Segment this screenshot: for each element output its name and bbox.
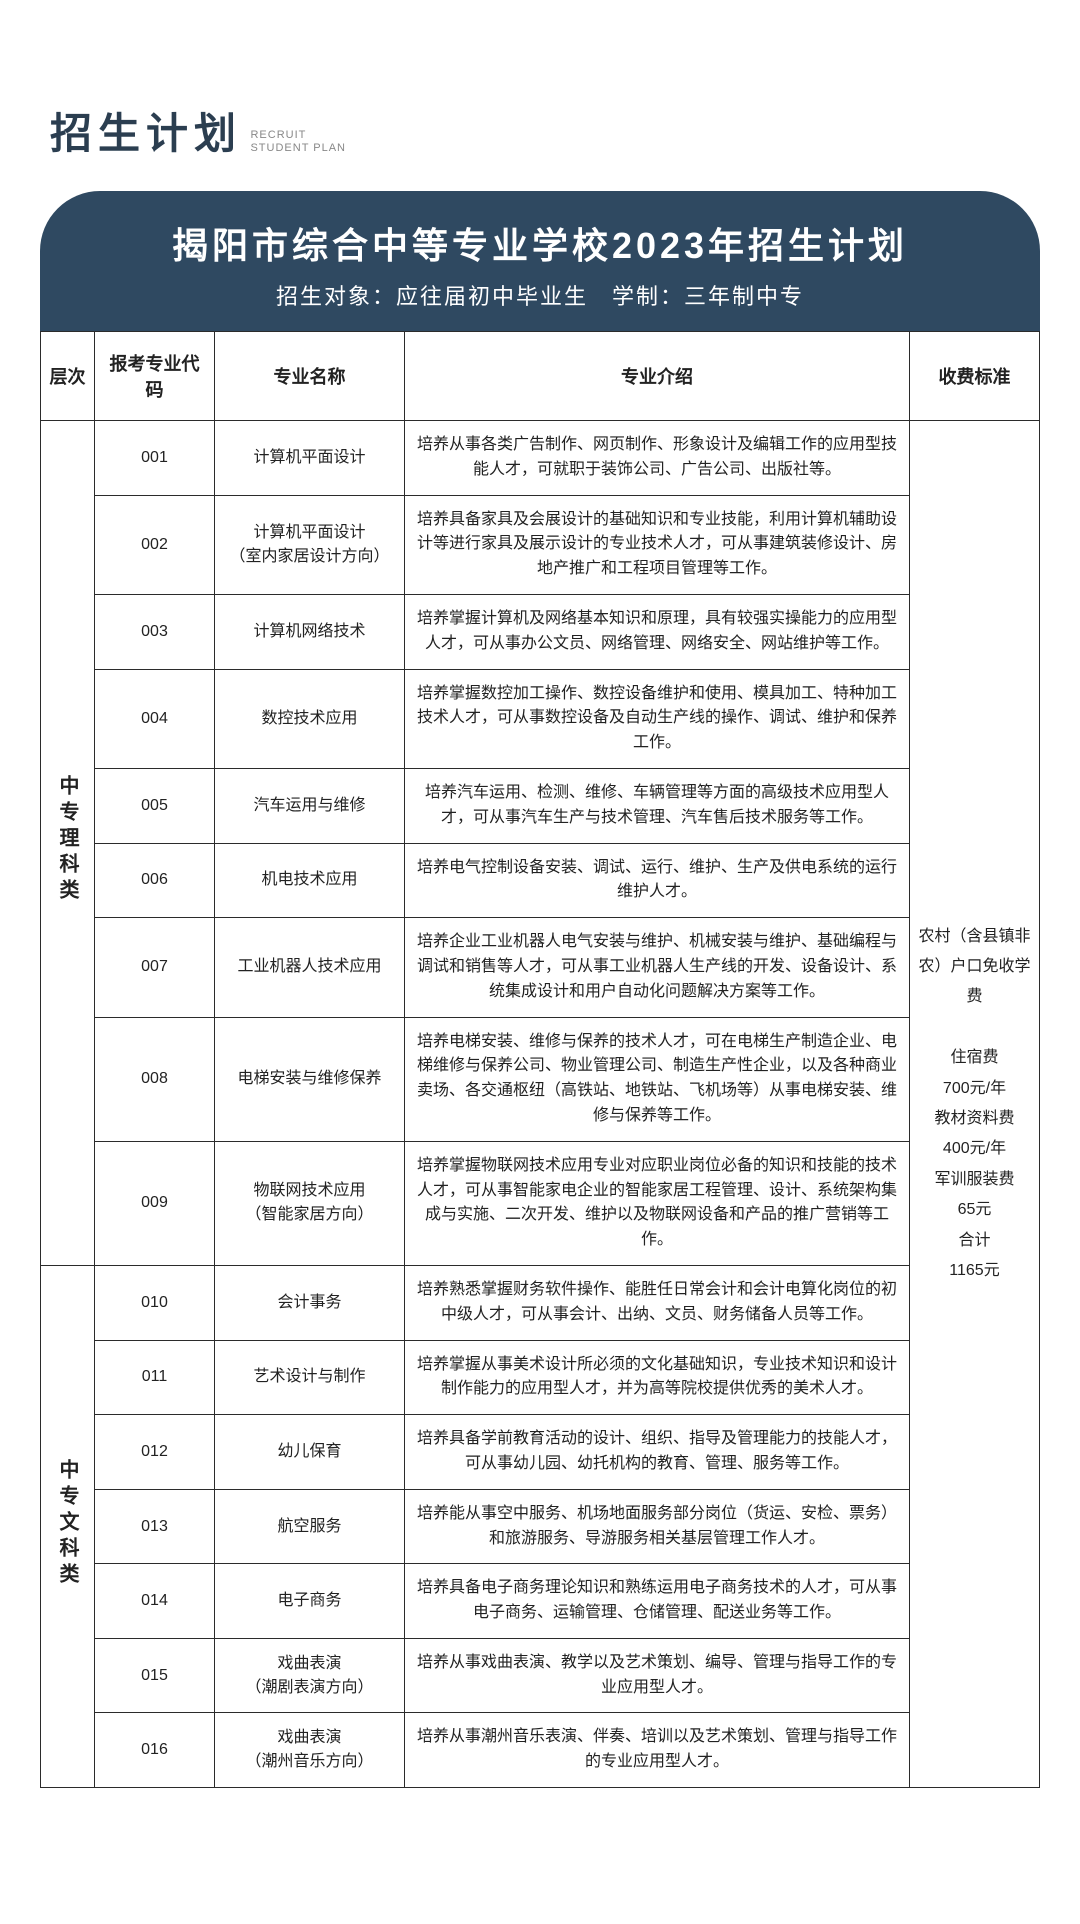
code-cell: 014: [95, 1564, 215, 1639]
code-cell: 004: [95, 669, 215, 768]
name-cell: 计算机平面设计（室内家居设计方向）: [215, 495, 405, 594]
name-cell: 工业机器人技术应用: [215, 918, 405, 1017]
level-label: 中专理科类: [53, 775, 82, 905]
table-row: 中专文科类010会计事务培养熟悉掌握财务软件操作、能胜任日常会计和会计电算化岗位…: [41, 1265, 1040, 1340]
level-label: 中专文科类: [53, 1459, 82, 1589]
code-cell: 012: [95, 1415, 215, 1490]
table-row: 012幼儿保育培养具备学前教育活动的设计、组织、指导及管理能力的技能人才，可从事…: [41, 1415, 1040, 1490]
col-name: 专业名称: [215, 332, 405, 421]
desc-cell: 培养企业工业机器人电气安装与维护、机械安装与维护、基础编程与调试和销售等人才，可…: [405, 918, 910, 1017]
code-cell: 005: [95, 768, 215, 843]
table-row: 009物联网技术应用（智能家居方向）培养掌握物联网技术应用专业对应职业岗位必备的…: [41, 1141, 1040, 1265]
desc-cell: 培养从事潮州音乐表演、伴奏、培训以及艺术策划、管理与指导工作的专业应用型人才。: [405, 1713, 910, 1788]
table-row: 008电梯安装与维修保养培养电梯安装、维修与保养的技术人才，可在电梯生产制造企业…: [41, 1017, 1040, 1141]
name-cell: 汽车运用与维修: [215, 768, 405, 843]
banner-title: 揭阳市综合中等专业学校2023年招生计划: [60, 217, 1020, 269]
desc-cell: 培养掌握计算机及网络基本知识和原理，具有较强实操能力的应用型人才，可从事办公文员…: [405, 594, 910, 669]
code-cell: 007: [95, 918, 215, 1017]
enrollment-table: 层次 报考专业代码 专业名称 专业介绍 收费标准 中专理科类001计算机平面设计…: [40, 331, 1040, 1788]
fee-cell: 农村（含县镇非农）户口免收学费住宿费700元/年教材资料费400元/年军训服装费…: [910, 421, 1040, 1788]
page-header: 招生计划 RECRUIT STUDENT PLAN: [40, 100, 1040, 161]
level-cell: 中专文科类: [41, 1265, 95, 1787]
desc-cell: 培养具备家具及会展设计的基础知识和专业技能，利用计算机辅助设计等进行家具及展示设…: [405, 495, 910, 594]
code-cell: 016: [95, 1713, 215, 1788]
desc-cell: 培养具备电子商务理论知识和熟练运用电子商务技术的人才，可从事电子商务、运输管理、…: [405, 1564, 910, 1639]
name-cell: 数控技术应用: [215, 669, 405, 768]
page-title-sub: RECRUIT STUDENT PLAN: [250, 129, 346, 161]
level-cell: 中专理科类: [41, 421, 95, 1266]
table-row: 004数控技术应用培养掌握数控加工操作、数控设备维护和使用、模具加工、特种加工技…: [41, 669, 1040, 768]
banner: 揭阳市综合中等专业学校2023年招生计划 招生对象：应往届初中毕业生 学制：三年…: [40, 191, 1040, 331]
table-row: 002计算机平面设计（室内家居设计方向）培养具备家具及会展设计的基础知识和专业技…: [41, 495, 1040, 594]
desc-cell: 培养从事戏曲表演、教学以及艺术策划、编导、管理与指导工作的专业应用型人才。: [405, 1638, 910, 1713]
desc-cell: 培养熟悉掌握财务软件操作、能胜任日常会计和会计电算化岗位的初中级人才，可从事会计…: [405, 1265, 910, 1340]
page-title-main: 招生计划: [50, 100, 242, 161]
name-cell: 物联网技术应用（智能家居方向）: [215, 1141, 405, 1265]
code-cell: 013: [95, 1489, 215, 1564]
banner-subtitle: 招生对象：应往届初中毕业生 学制：三年制中专: [60, 279, 1020, 311]
name-cell: 航空服务: [215, 1489, 405, 1564]
col-fee: 收费标准: [910, 332, 1040, 421]
table-row: 011艺术设计与制作培养掌握从事美术设计所必须的文化基础知识，专业技术知识和设计…: [41, 1340, 1040, 1415]
code-cell: 009: [95, 1141, 215, 1265]
name-cell: 计算机网络技术: [215, 594, 405, 669]
table-row: 007工业机器人技术应用培养企业工业机器人电气安装与维护、机械安装与维护、基础编…: [41, 918, 1040, 1017]
table-row: 016戏曲表演（潮州音乐方向）培养从事潮州音乐表演、伴奏、培训以及艺术策划、管理…: [41, 1713, 1040, 1788]
name-cell: 艺术设计与制作: [215, 1340, 405, 1415]
table-row: 中专理科类001计算机平面设计培养从事各类广告制作、网页制作、形象设计及编辑工作…: [41, 421, 1040, 496]
code-cell: 002: [95, 495, 215, 594]
table-row: 015戏曲表演（潮剧表演方向）培养从事戏曲表演、教学以及艺术策划、编导、管理与指…: [41, 1638, 1040, 1713]
col-code: 报考专业代码: [95, 332, 215, 421]
desc-cell: 培养电气控制设备安装、调试、运行、维护、生产及供电系统的运行维护人才。: [405, 843, 910, 918]
table-row: 013航空服务培养能从事空中服务、机场地面服务部分岗位（货运、安检、票务）和旅游…: [41, 1489, 1040, 1564]
table-row: 014电子商务培养具备电子商务理论知识和熟练运用电子商务技术的人才，可从事电子商…: [41, 1564, 1040, 1639]
name-cell: 计算机平面设计: [215, 421, 405, 496]
name-cell: 机电技术应用: [215, 843, 405, 918]
name-cell: 电梯安装与维修保养: [215, 1017, 405, 1141]
table-row: 005汽车运用与维修培养汽车运用、检测、维修、车辆管理等方面的高级技术应用型人才…: [41, 768, 1040, 843]
desc-cell: 培养掌握从事美术设计所必须的文化基础知识，专业技术知识和设计制作能力的应用型人才…: [405, 1340, 910, 1415]
code-cell: 015: [95, 1638, 215, 1713]
desc-cell: 培养汽车运用、检测、维修、车辆管理等方面的高级技术应用型人才，可从事汽车生产与技…: [405, 768, 910, 843]
desc-cell: 培养具备学前教育活动的设计、组织、指导及管理能力的技能人才，可从事幼儿园、幼托机…: [405, 1415, 910, 1490]
table-header-row: 层次 报考专业代码 专业名称 专业介绍 收费标准: [41, 332, 1040, 421]
col-level: 层次: [41, 332, 95, 421]
code-cell: 010: [95, 1265, 215, 1340]
desc-cell: 培养掌握物联网技术应用专业对应职业岗位必备的知识和技能的技术人才，可从事智能家电…: [405, 1141, 910, 1265]
desc-cell: 培养能从事空中服务、机场地面服务部分岗位（货运、安检、票务）和旅游服务、导游服务…: [405, 1489, 910, 1564]
desc-cell: 培养电梯安装、维修与保养的技术人才，可在电梯生产制造企业、电梯维修与保养公司、物…: [405, 1017, 910, 1141]
name-cell: 电子商务: [215, 1564, 405, 1639]
name-cell: 戏曲表演（潮剧表演方向）: [215, 1638, 405, 1713]
table-row: 003计算机网络技术培养掌握计算机及网络基本知识和原理，具有较强实操能力的应用型…: [41, 594, 1040, 669]
desc-cell: 培养掌握数控加工操作、数控设备维护和使用、模具加工、特种加工技术人才，可从事数控…: [405, 669, 910, 768]
table-row: 006机电技术应用培养电气控制设备安装、调试、运行、维护、生产及供电系统的运行维…: [41, 843, 1040, 918]
code-cell: 011: [95, 1340, 215, 1415]
code-cell: 001: [95, 421, 215, 496]
code-cell: 003: [95, 594, 215, 669]
name-cell: 幼儿保育: [215, 1415, 405, 1490]
name-cell: 戏曲表演（潮州音乐方向）: [215, 1713, 405, 1788]
code-cell: 006: [95, 843, 215, 918]
name-cell: 会计事务: [215, 1265, 405, 1340]
desc-cell: 培养从事各类广告制作、网页制作、形象设计及编辑工作的应用型技能人才，可就职于装饰…: [405, 421, 910, 496]
code-cell: 008: [95, 1017, 215, 1141]
col-desc: 专业介绍: [405, 332, 910, 421]
